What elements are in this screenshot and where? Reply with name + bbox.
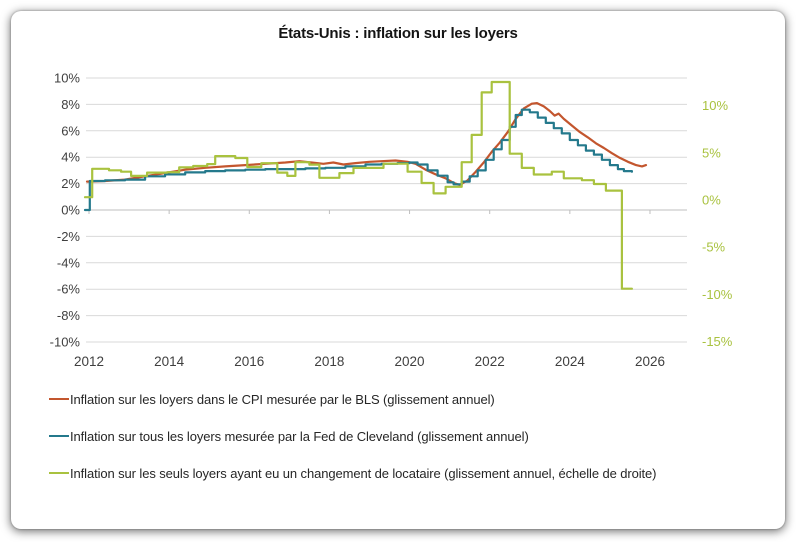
svg-text:4%: 4% xyxy=(61,150,80,165)
svg-text:-8%: -8% xyxy=(57,308,81,323)
svg-text:2026: 2026 xyxy=(635,354,665,369)
svg-text:5%: 5% xyxy=(702,145,721,160)
left-axis-labels: 10% 8% 6% 4% 2% 0% -2% -4% -6% -8% -10% xyxy=(50,71,81,350)
svg-text:-10%: -10% xyxy=(50,335,81,350)
svg-text:-5%: -5% xyxy=(702,240,726,255)
series-line-new-tenant-rents xyxy=(83,80,633,290)
svg-text:2014: 2014 xyxy=(154,354,185,369)
svg-text:-15%: -15% xyxy=(702,334,733,349)
svg-text:-10%: -10% xyxy=(702,287,733,302)
svg-text:-4%: -4% xyxy=(57,255,81,270)
svg-text:2022: 2022 xyxy=(475,354,505,369)
legend-label-new-tenant-rents: Inflation sur les seuls loyers ayant eu … xyxy=(70,465,657,481)
legend-item-new-tenant-rents: Inflation sur les seuls loyers ayant eu … xyxy=(49,463,657,483)
svg-text:2020: 2020 xyxy=(395,354,425,369)
chart-title: États-Unis : inflation sur les loyers xyxy=(278,25,518,42)
x-axis-labels: 2012 2014 2016 2018 2020 2022 2024 2026 xyxy=(74,354,665,369)
svg-text:-2%: -2% xyxy=(57,229,81,244)
svg-text:2024: 2024 xyxy=(555,354,586,369)
legend-line-sample-cleveland-all-rents xyxy=(49,435,69,437)
legend-label-cpi-bls: Inflation sur les loyers dans le CPI mes… xyxy=(70,391,495,407)
svg-text:0%: 0% xyxy=(61,203,80,218)
chart-card xyxy=(11,11,785,529)
chart-legend: Inflation sur les loyers dans le CPI mes… xyxy=(49,389,657,500)
gridlines xyxy=(86,77,687,343)
svg-text:2016: 2016 xyxy=(234,354,264,369)
svg-text:8%: 8% xyxy=(61,97,80,112)
legend-item-cleveland-all-rents: Inflation sur tous les loyers mesurée pa… xyxy=(49,426,656,446)
legend-item-cpi-bls: Inflation sur les loyers dans le CPI mes… xyxy=(49,389,656,409)
svg-text:2%: 2% xyxy=(61,176,80,191)
svg-text:-6%: -6% xyxy=(57,282,81,297)
legend-label-cleveland-all-rents: Inflation sur tous les loyers mesurée pa… xyxy=(70,428,529,444)
series-line-cleveland-all-rents xyxy=(83,108,633,212)
x-axis xyxy=(86,209,687,214)
legend-line-sample-new-tenant-rents xyxy=(49,472,69,474)
svg-text:0%: 0% xyxy=(702,193,721,208)
svg-text:2018: 2018 xyxy=(314,354,344,369)
right-axis-labels: 10% 5% 0% -5% -10% -15% xyxy=(702,98,733,349)
svg-text:6%: 6% xyxy=(61,123,80,138)
svg-text:2012: 2012 xyxy=(74,354,104,369)
svg-text:10%: 10% xyxy=(702,98,728,113)
svg-text:10%: 10% xyxy=(54,71,80,86)
legend-line-sample-cpi-bls xyxy=(49,398,69,400)
